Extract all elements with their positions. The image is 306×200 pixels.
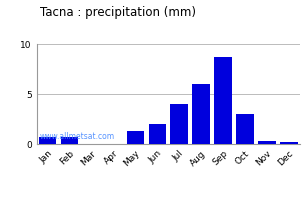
Bar	[192, 84, 210, 144]
Bar	[61, 137, 78, 144]
Text: Tacna : precipitation (mm): Tacna : precipitation (mm)	[40, 6, 196, 19]
Bar	[148, 124, 166, 144]
Bar	[170, 104, 188, 144]
Bar	[236, 114, 254, 144]
Bar	[280, 142, 298, 144]
Text: www.allmetsat.com: www.allmetsat.com	[39, 132, 114, 141]
Bar	[39, 137, 56, 144]
Bar	[258, 141, 276, 144]
Bar	[214, 57, 232, 144]
Bar	[127, 131, 144, 144]
